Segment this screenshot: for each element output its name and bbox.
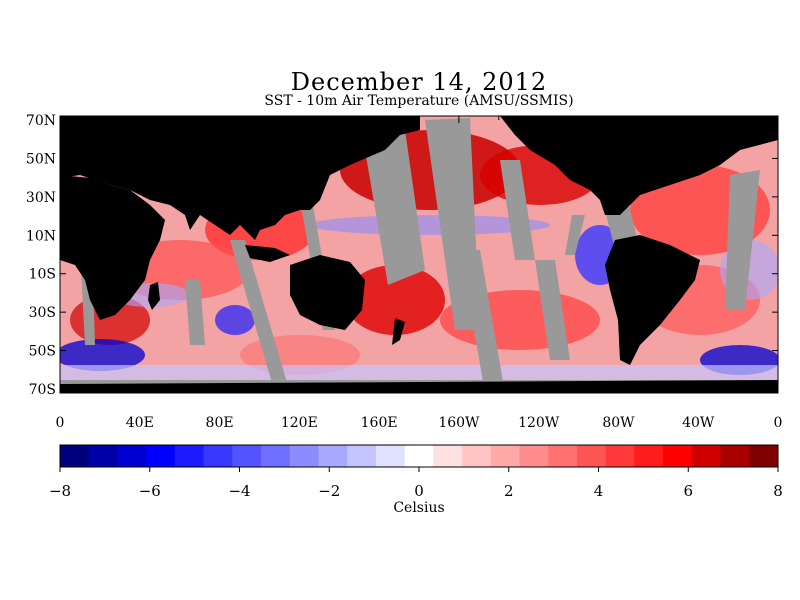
map-ticks	[59, 116, 779, 393]
colorbar-swatch	[261, 445, 291, 467]
lat-label: 30S	[29, 305, 56, 321]
colorbar-swatch	[749, 445, 779, 467]
lon-label: 120E	[281, 415, 318, 431]
colorbar-tick-label: 4	[594, 482, 604, 500]
colorbar-swatch	[289, 445, 319, 467]
colorbar-swatch	[548, 445, 578, 467]
colorbar-swatch	[318, 445, 348, 467]
lon-label: 0	[774, 415, 783, 431]
latitude-labels: 70N 50N 30N 10N 10S 30S 50S 70S	[26, 113, 56, 398]
colorbar-swatch	[174, 445, 205, 467]
colorbar-swatch	[720, 445, 750, 467]
colorbar-ticks	[59, 467, 779, 472]
colorbar-tick-label: 0	[414, 482, 424, 500]
lon-label: 80E	[206, 415, 234, 431]
greenland-landmass	[720, 116, 778, 140]
lon-label: 40W	[682, 415, 715, 431]
colorbar-swatch	[519, 445, 549, 467]
australia-landmass	[290, 255, 365, 330]
colorbar-swatch	[634, 445, 664, 467]
colorbar-swatch	[462, 445, 492, 467]
lon-label: 0	[56, 415, 65, 431]
colorbar-tick-label: −2	[318, 482, 340, 500]
colorbar-swatch	[404, 445, 434, 467]
longitude-labels: 0 40E 80E 120E 160E 160W 120W 80W 40W 0	[56, 415, 783, 431]
lat-label: 70N	[26, 113, 56, 129]
south-america-landmass	[605, 235, 700, 365]
colorbar-tick-label: 6	[683, 482, 693, 500]
map-subtitle: SST - 10m Air Temperature (AMSU/SSMIS)	[264, 93, 574, 109]
north-america-landmass	[500, 116, 778, 215]
lat-label: 30N	[26, 190, 56, 206]
colorbar-units-label: Celsius	[393, 500, 445, 516]
lat-label: 10N	[26, 228, 56, 244]
colorbar-swatch	[663, 445, 693, 467]
colorbar-swatch	[375, 445, 406, 467]
lat-label: 50S	[29, 344, 56, 360]
antarctica-landmass	[60, 380, 778, 393]
colorbar-swatch	[232, 445, 262, 467]
lat-label: 70S	[29, 382, 56, 398]
lon-label: 80W	[602, 415, 635, 431]
colorbar-swatch	[433, 445, 463, 467]
lon-label: 40E	[126, 415, 154, 431]
africa-landmass	[60, 175, 165, 320]
colorbar	[60, 445, 779, 467]
madagascar-landmass	[148, 282, 160, 310]
lon-label: 160E	[361, 415, 398, 431]
eurasia-landmass	[60, 116, 420, 240]
colorbar-tick-label: −8	[49, 482, 71, 500]
colorbar-swatch	[203, 445, 233, 467]
colorbar-swatch	[605, 445, 635, 467]
colorbar-tick-label: −6	[139, 482, 161, 500]
colorbar-tick-labels: −8 −6 −4 −2 0 2 4 6 8	[49, 482, 783, 500]
lat-label: 10S	[29, 267, 56, 283]
colorbar-tick-label: 2	[504, 482, 514, 500]
colorbar-swatch	[117, 445, 147, 467]
colorbar-swatch	[347, 445, 377, 467]
colorbar-swatch	[490, 445, 521, 467]
land-masses	[60, 116, 778, 393]
colorbar-swatch	[60, 445, 90, 467]
lon-label: 120W	[518, 415, 560, 431]
map-title: December 14, 2012	[290, 68, 548, 96]
colorbar-swatch	[576, 445, 607, 467]
lat-label: 50N	[26, 151, 56, 167]
colorbar-swatch	[691, 445, 722, 467]
colorbar-tick-label: −4	[228, 482, 250, 500]
lon-label: 160W	[438, 415, 480, 431]
indonesia-landmass	[245, 245, 290, 262]
new-zealand-landmass	[392, 318, 405, 345]
colorbar-swatch	[146, 445, 176, 467]
colorbar-swatch	[88, 445, 118, 467]
colorbar-tick-label: 8	[773, 482, 783, 500]
